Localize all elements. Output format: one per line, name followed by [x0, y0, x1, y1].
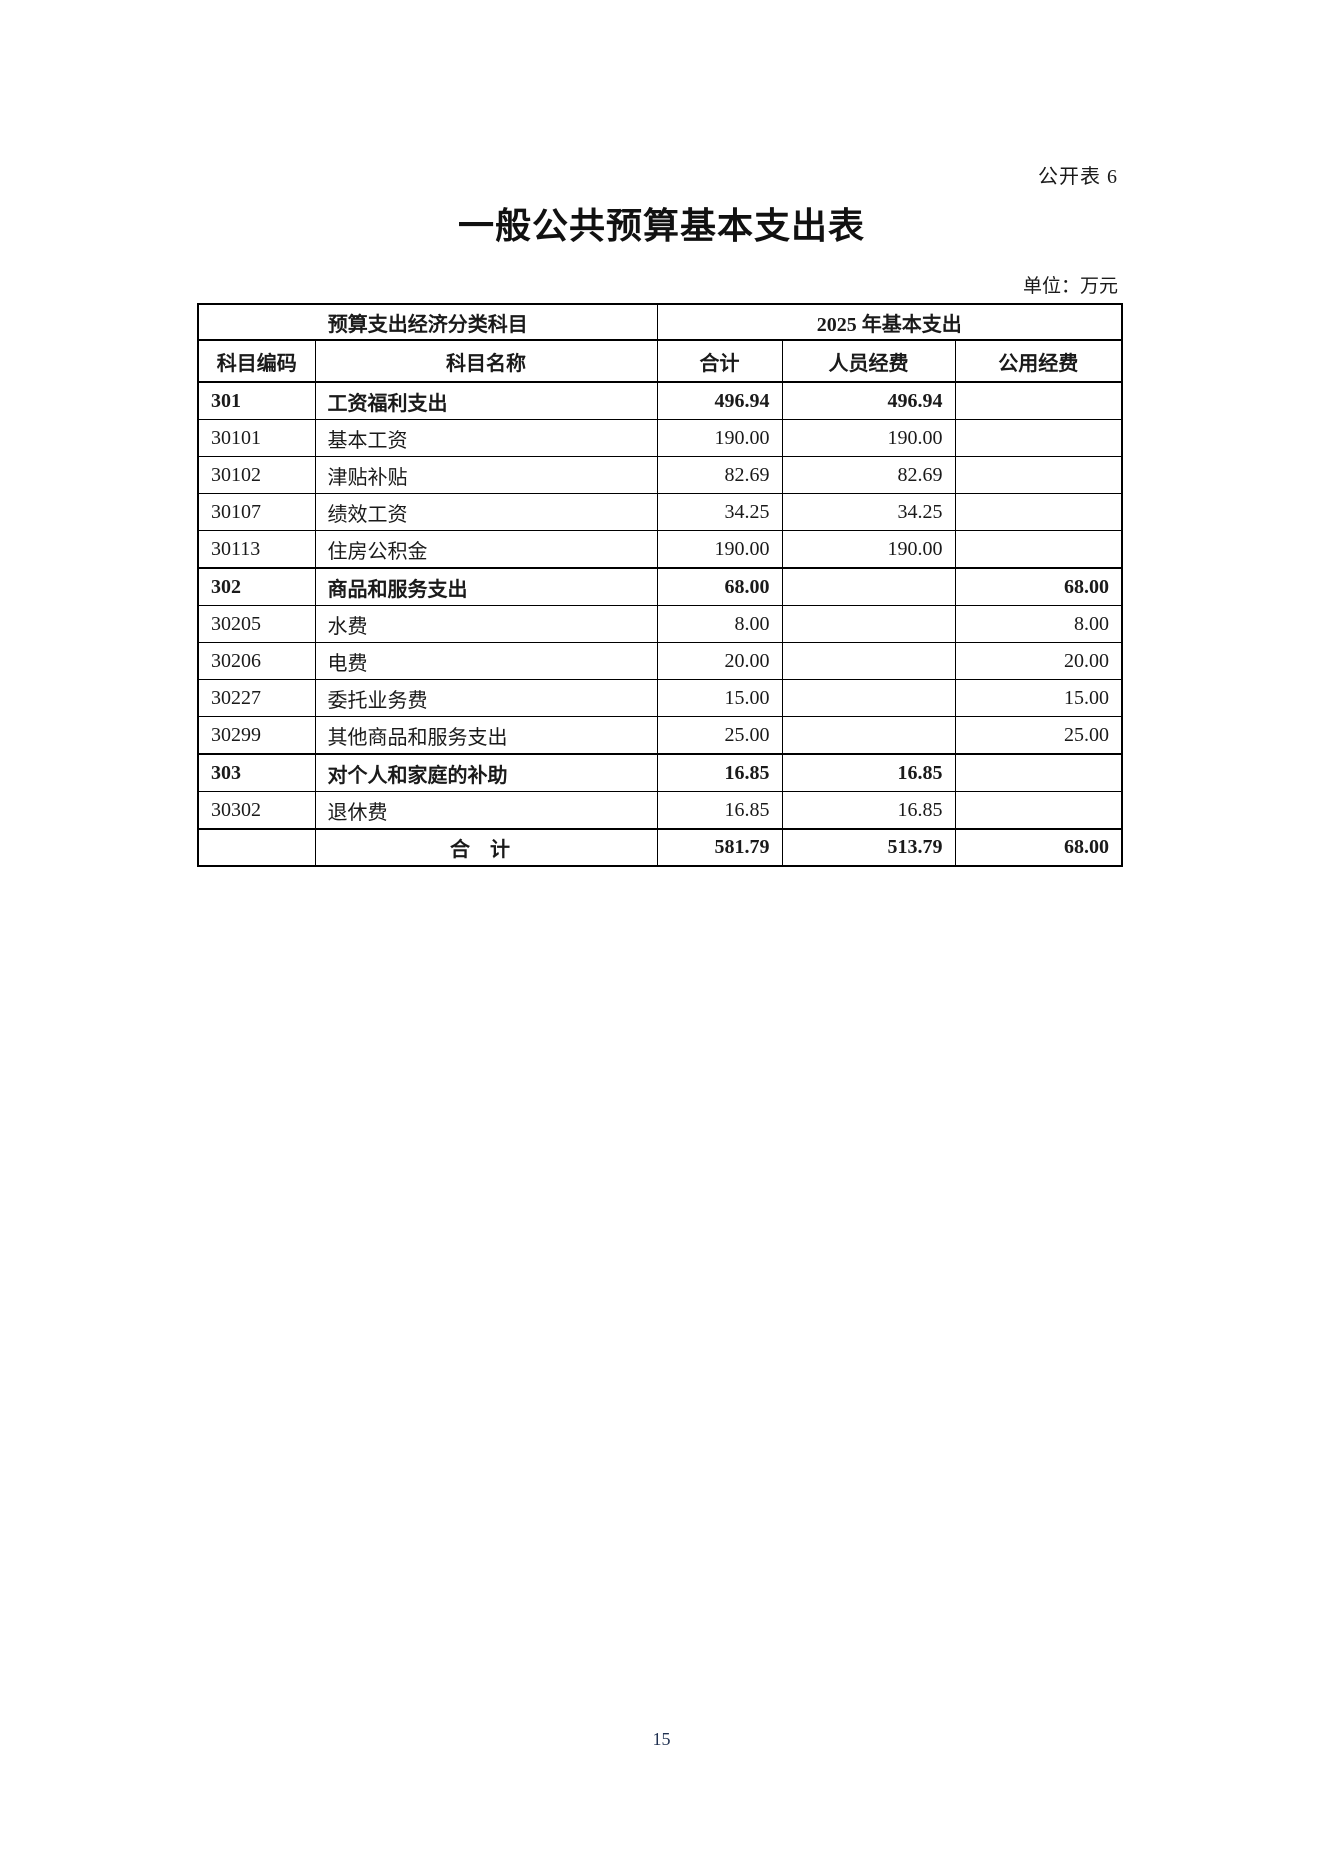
cell-total: 34.25: [656, 493, 783, 531]
col-header-subject-name: 科目名称: [314, 339, 658, 383]
cell-personnel: [781, 716, 956, 755]
table-row: 30299 其他商品和服务支出 25.00 25.00: [197, 716, 1123, 755]
cell-public: [954, 381, 1123, 420]
cell-personnel: 496.94: [781, 381, 956, 420]
page-title: 一般公共预算基本支出表: [457, 205, 865, 246]
cell-total: 15.00: [656, 679, 783, 717]
cell-total: 20.00: [656, 642, 783, 680]
cell-public: 15.00: [954, 679, 1123, 717]
cell-code: 30101: [197, 419, 316, 457]
table-row: 30113 住房公积金 190.00 190.00: [197, 530, 1123, 569]
cell-total: 190.00: [656, 419, 783, 457]
table-header-columns-row: 科目编码 科目名称 合计 人员经费 公用经费: [197, 339, 1123, 383]
col-header-total: 合计: [656, 339, 783, 383]
cell-total-label: 合 计: [314, 828, 658, 867]
cell-personnel: 82.69: [781, 456, 956, 494]
cell-code: 30299: [197, 716, 316, 755]
table-row: 30206 电费 20.00 20.00: [197, 642, 1123, 680]
cell-name: 对个人和家庭的补助: [314, 753, 658, 792]
cell-total: 82.69: [656, 456, 783, 494]
cell-public: 8.00: [954, 605, 1123, 643]
cell-name: 基本工资: [314, 419, 658, 457]
cell-public: 25.00: [954, 716, 1123, 755]
table-row: 30102 津贴补贴 82.69 82.69: [197, 456, 1123, 494]
cell-public: 68.00: [954, 828, 1123, 867]
cell-code: 302: [197, 567, 316, 606]
cell-public: [954, 791, 1123, 830]
table-row: 30205 水费 8.00 8.00: [197, 605, 1123, 643]
cell-personnel: 190.00: [781, 419, 956, 457]
cell-total: 496.94: [656, 381, 783, 420]
table-tag-label: 公开表 6: [1038, 166, 1118, 188]
unit-label: 单位：万元: [1022, 276, 1118, 297]
budget-table: 预算支出经济分类科目 2025 年基本支出 科目编码 科目名称 合计 人员经费 …: [197, 303, 1124, 867]
table-row: 30227 委托业务费 15.00 15.00: [197, 679, 1123, 717]
table-row: 30302 退休费 16.85 16.85: [197, 791, 1123, 830]
cell-name: 水费: [314, 605, 658, 643]
cell-total: 581.79: [656, 828, 783, 867]
cell-personnel: 513.79: [781, 828, 956, 867]
cell-code: [197, 828, 316, 867]
cell-code: 30206: [197, 642, 316, 680]
col-header-public-expense: 公用经费: [954, 339, 1123, 383]
header-economic-classification: 预算支出经济分类科目: [197, 303, 658, 341]
cell-public: [954, 493, 1123, 531]
cell-name: 其他商品和服务支出: [314, 716, 658, 755]
table-row: 30101 基本工资 190.00 190.00: [197, 419, 1123, 457]
cell-name: 委托业务费: [314, 679, 658, 717]
cell-name: 退休费: [314, 791, 658, 830]
cell-public: [954, 456, 1123, 494]
cell-name: 电费: [314, 642, 658, 680]
cell-public: [954, 530, 1123, 569]
cell-code: 30227: [197, 679, 316, 717]
cell-name: 津贴补贴: [314, 456, 658, 494]
cell-name: 工资福利支出: [314, 381, 658, 420]
cell-total: 25.00: [656, 716, 783, 755]
page-number: 15: [652, 1729, 671, 1749]
table-row: 30107 绩效工资 34.25 34.25: [197, 493, 1123, 531]
cell-code: 30205: [197, 605, 316, 643]
cell-code: 303: [197, 753, 316, 792]
cell-personnel: [781, 642, 956, 680]
cell-total: 68.00: [656, 567, 783, 606]
cell-code: 30302: [197, 791, 316, 830]
cell-total: 190.00: [656, 530, 783, 569]
cell-code: 301: [197, 381, 316, 420]
cell-public: [954, 419, 1123, 457]
cell-total: 16.85: [656, 791, 783, 830]
table-row: 301 工资福利支出 496.94 496.94: [197, 381, 1123, 420]
cell-personnel: [781, 679, 956, 717]
cell-code: 30107: [197, 493, 316, 531]
cell-personnel: [781, 605, 956, 643]
cell-name: 商品和服务支出: [314, 567, 658, 606]
cell-public: 68.00: [954, 567, 1123, 606]
cell-name: 住房公积金: [314, 530, 658, 569]
table-header-group-row: 预算支出经济分类科目 2025 年基本支出: [197, 303, 1123, 341]
cell-personnel: 34.25: [781, 493, 956, 531]
cell-total: 16.85: [656, 753, 783, 792]
table-row: 303 对个人和家庭的补助 16.85 16.85: [197, 753, 1123, 792]
table-row: 302 商品和服务支出 68.00 68.00: [197, 567, 1123, 606]
cell-name: 绩效工资: [314, 493, 658, 531]
header-2025-basic-expenditure: 2025 年基本支出: [656, 303, 1123, 341]
cell-personnel: 16.85: [781, 791, 956, 830]
cell-personnel: [781, 567, 956, 606]
col-header-personnel-expense: 人员经费: [781, 339, 956, 383]
cell-total: 8.00: [656, 605, 783, 643]
cell-personnel: 16.85: [781, 753, 956, 792]
cell-code: 30102: [197, 456, 316, 494]
cell-code: 30113: [197, 530, 316, 569]
cell-personnel: 190.00: [781, 530, 956, 569]
col-header-subject-code: 科目编码: [197, 339, 316, 383]
cell-public: [954, 753, 1123, 792]
cell-public: 20.00: [954, 642, 1123, 680]
table-total-row: 合 计 581.79 513.79 68.00: [197, 828, 1123, 867]
